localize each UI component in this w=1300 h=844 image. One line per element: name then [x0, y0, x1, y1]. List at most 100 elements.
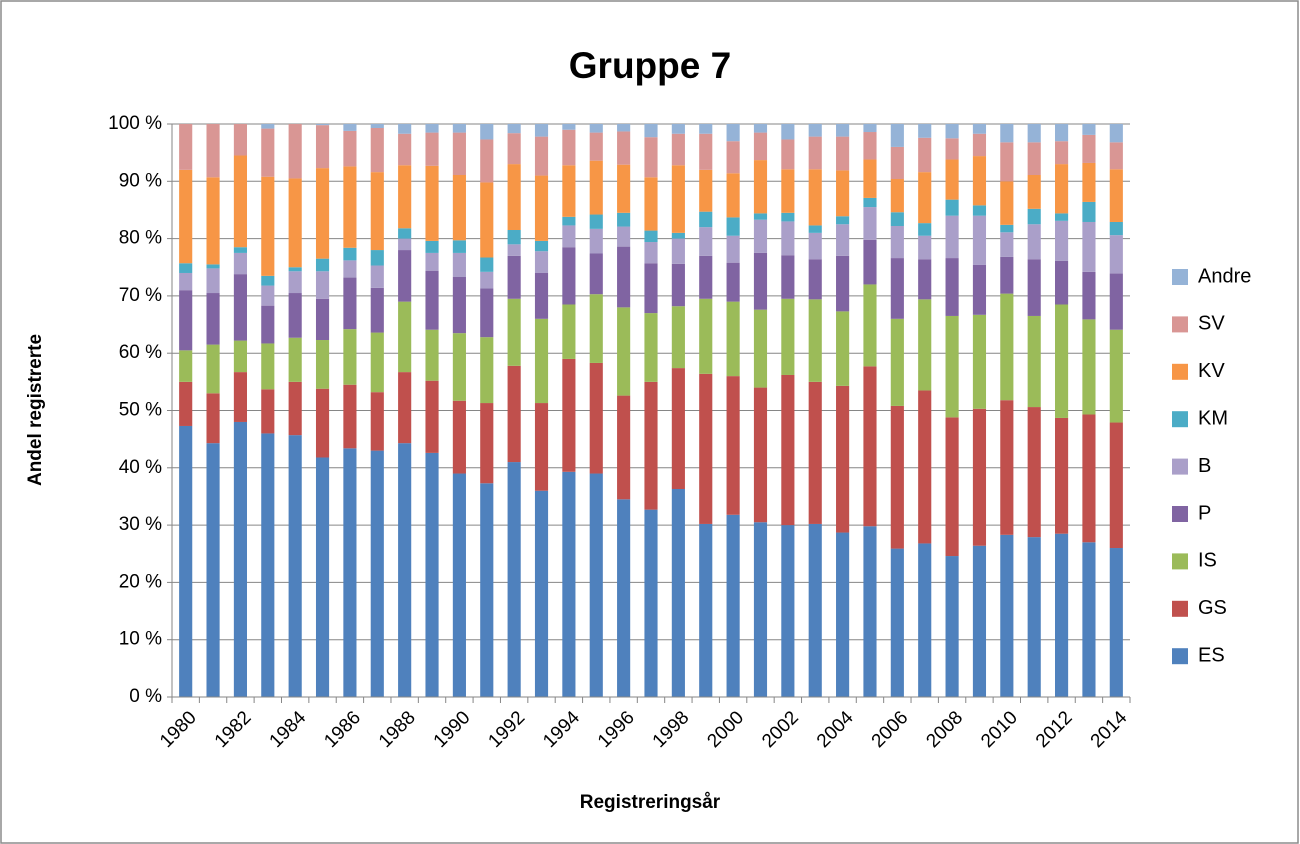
bar-segment: [425, 124, 439, 133]
bar-segment: [918, 172, 932, 224]
bar-segment: [425, 380, 439, 453]
bar-segment: [233, 274, 247, 341]
chart-title: Gruppe 7: [569, 45, 731, 86]
y-tick-label: 30 %: [119, 514, 162, 535]
bar-segment: [1055, 304, 1069, 418]
bar-segment: [918, 543, 932, 697]
bar-segment: [1082, 201, 1096, 222]
bar-segment: [945, 258, 959, 316]
bar-segment: [617, 131, 631, 165]
bar-segment: [480, 288, 494, 338]
bar-segment: [617, 212, 631, 227]
bar-segment: [1027, 537, 1041, 697]
bar-segment: [534, 272, 549, 319]
bar-segment: [1055, 533, 1069, 697]
bar-segment: [562, 225, 576, 248]
bar-segment: [1055, 124, 1069, 142]
bar-segment: [288, 337, 302, 382]
bar-segment: [753, 213, 768, 220]
bar-segment: [425, 132, 439, 166]
bar-segment: [480, 271, 494, 289]
bar-segment: [753, 252, 768, 310]
bar-segment: [753, 132, 768, 161]
bar-segment: [617, 226, 631, 247]
bar-segment: [179, 350, 193, 382]
bar-segment: [644, 263, 658, 314]
bar-segment: [972, 156, 987, 206]
bar-segment: [370, 450, 384, 697]
bar-segment: [398, 250, 412, 302]
bar-segment: [836, 385, 850, 533]
y-tick-label: 80 %: [119, 228, 162, 249]
bar-segment: [589, 160, 603, 215]
bar-segment: [343, 247, 357, 261]
bar-segment: [288, 293, 302, 338]
bar-segment: [1027, 315, 1041, 408]
bar-segment: [562, 304, 576, 359]
bar-segment: [589, 253, 603, 295]
bar-segment: [480, 483, 494, 697]
y-tick-label: 40 %: [119, 457, 162, 478]
bar-segment: [507, 230, 521, 245]
bar-segment: [261, 389, 275, 434]
legend-swatch: [1172, 363, 1188, 380]
bar-segment: [781, 169, 795, 213]
bar-segment: [206, 268, 220, 294]
legend-swatch: [1172, 316, 1188, 333]
legend-swatch: [1172, 269, 1188, 285]
bar-segment: [452, 333, 466, 401]
bar-segment: [753, 309, 768, 388]
bar-segment: [398, 238, 412, 251]
bar-segment: [261, 176, 275, 276]
bar-segment: [699, 169, 713, 212]
bar-segment: [179, 263, 193, 273]
y-tick-label: 60 %: [119, 342, 162, 363]
bar-segment: [836, 124, 850, 137]
bar-segment: [726, 124, 740, 142]
bar-segment: [534, 490, 549, 697]
bar-segment: [1055, 164, 1069, 214]
bar-segment: [644, 124, 658, 138]
bar-segment: [726, 514, 740, 697]
bar-segment: [534, 175, 549, 241]
bar-segment: [836, 311, 850, 386]
bar-segment: [398, 228, 412, 239]
bar-segment: [315, 340, 330, 389]
bar-segment: [781, 124, 795, 140]
bar-segment: [863, 197, 877, 208]
bar-segment: [836, 224, 850, 256]
y-tick-label: 20 %: [119, 571, 162, 592]
bar-segment: [1109, 548, 1123, 697]
bar-segment: [1109, 142, 1123, 170]
bar-segment: [343, 260, 357, 278]
bar-segment: [1082, 124, 1096, 135]
bar-segment: [781, 525, 795, 697]
bar-segment: [261, 285, 275, 306]
bar-segment: [753, 219, 768, 253]
bar-segment: [726, 376, 740, 515]
bar-segment: [972, 133, 987, 157]
bar-segment: [507, 133, 521, 165]
bar-segment: [315, 457, 330, 697]
bar-segment: [890, 258, 904, 319]
bar-segment: [206, 443, 220, 697]
bar-segment: [1027, 224, 1041, 260]
bar-segment: [781, 298, 795, 375]
bar-segment: [1000, 142, 1014, 182]
bar-segment: [699, 255, 713, 299]
bar-segment: [562, 358, 576, 472]
bar-segment: [343, 166, 357, 248]
bar-segment: [617, 395, 631, 500]
bar-segment: [671, 238, 685, 264]
bar-segment: [206, 264, 220, 269]
bar-segment: [644, 137, 658, 178]
bar-segment: [370, 172, 384, 251]
bar-segment: [179, 169, 193, 264]
bar-segment: [343, 448, 357, 697]
bar-segment: [343, 124, 357, 131]
bar-segment: [945, 138, 959, 160]
bar-segment: [1027, 407, 1041, 538]
bar-segment: [370, 287, 384, 333]
bar-segment: [452, 132, 466, 175]
bar-segment: [398, 372, 412, 444]
